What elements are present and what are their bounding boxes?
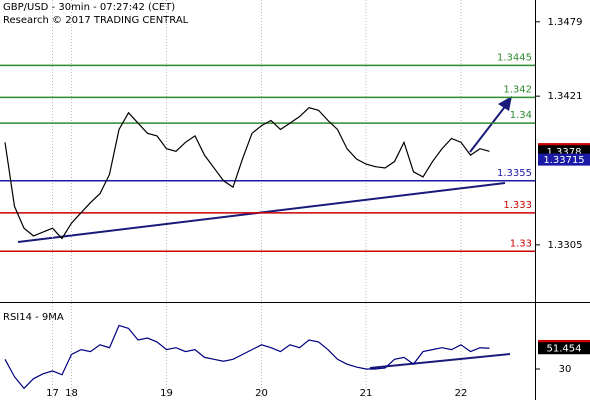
y-tick-label: 1.3479 <box>548 17 583 28</box>
x-tick-label: 20 <box>255 388 268 399</box>
x-tick-label: 19 <box>160 388 173 399</box>
x-tick-label: 17 <box>46 388 59 399</box>
price-line <box>4 324 490 390</box>
indicator-title: RSI14 - 9MA <box>3 312 64 323</box>
price-tag-label: 1.33715 <box>543 155 584 166</box>
x-tick-label: 22 <box>455 388 468 399</box>
y-tick-label: 1.3421 <box>548 91 583 102</box>
rsi-trend-line <box>369 353 511 369</box>
price-tag <box>538 153 590 166</box>
level-label: 1.34 <box>510 110 532 121</box>
x-tick-label: 18 <box>65 388 78 399</box>
chart-subtitle: Research © 2017 TRADING CENTRAL <box>3 15 189 26</box>
level-label: 1.33 <box>510 238 532 249</box>
forecast-arrow <box>469 103 508 153</box>
x-tick-label: 21 <box>360 388 373 399</box>
y-tick-label: 1.3305 <box>548 240 583 251</box>
price-tag-label: 1.3378 <box>547 147 582 158</box>
price-line <box>4 107 490 240</box>
chart-title: GBP/USD - 30min - 07:27:42 (CET) <box>3 2 175 13</box>
level-label: 1.342 <box>503 84 532 95</box>
price-tag-label: 51.454 <box>547 344 582 355</box>
arrow-head <box>498 96 512 111</box>
price-tag <box>538 342 590 355</box>
level-label: 1.333 <box>503 200 532 211</box>
level-label: 1.3445 <box>497 52 532 63</box>
level-label: 1.3355 <box>497 168 532 179</box>
y-tick-label: 30 <box>559 364 572 375</box>
